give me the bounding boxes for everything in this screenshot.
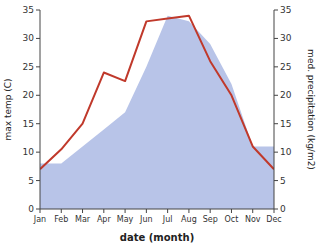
chart-svg: 0 5 10 15 20 25 30 35 0 5 10 15 20 25 30 35 Jan Feb Mar Apr… — [0, 0, 318, 247]
y-tick — [36, 38, 40, 39]
y-tick-label: 35 — [23, 5, 34, 15]
y2-tick-label: 5 — [280, 176, 286, 186]
y-tick — [36, 152, 40, 153]
x-tick — [210, 209, 211, 213]
x-tick — [125, 209, 126, 213]
y2-axis-label: med. precipitation (kg/m2) — [306, 49, 316, 170]
precip-area — [40, 16, 274, 209]
x-tick-label: Sep — [203, 215, 218, 224]
plot-area — [40, 16, 274, 209]
y2-tick — [274, 180, 278, 181]
x-tick-label: May — [117, 215, 134, 224]
y2-tick — [274, 152, 278, 153]
y-tick-label: 10 — [23, 147, 35, 157]
x-tick — [252, 209, 253, 213]
x-tick-label: Jan — [33, 215, 46, 224]
temp-line — [40, 16, 274, 170]
y2-tick — [274, 95, 278, 96]
y-tick-label: 20 — [23, 90, 35, 100]
chart-container: 0 5 10 15 20 25 30 35 0 5 10 15 20 25 30 35 Jan Feb Mar Apr… — [0, 0, 318, 247]
x-tick-label: Jun — [139, 215, 153, 224]
y2-tick — [274, 38, 278, 39]
x-axis-label: date (month) — [120, 232, 194, 243]
y2-tick — [274, 66, 278, 67]
y-axis-label: max temp (C) — [3, 78, 13, 140]
x-tick — [103, 209, 104, 213]
y2-tick-label: 35 — [280, 5, 291, 15]
x-tick — [188, 209, 189, 213]
x-tick-label: Nov — [245, 215, 261, 224]
x-tick — [274, 209, 275, 213]
x-tick-label: Apr — [97, 215, 112, 224]
x-tick-label: Feb — [54, 215, 68, 224]
y-tick — [36, 180, 40, 181]
y-axis-line — [40, 10, 41, 209]
x-tick — [61, 209, 62, 213]
x-tick-label: Jul — [162, 215, 173, 224]
x-tick-label: Dec — [266, 215, 281, 224]
y2-tick-label: 0 — [280, 204, 286, 214]
y2-tick — [274, 10, 278, 11]
x-tick-label: Aug — [181, 215, 197, 224]
x-tick — [40, 209, 41, 213]
y2-tick — [274, 123, 278, 124]
y-tick — [36, 66, 40, 67]
x-axis-line — [40, 209, 274, 210]
y-tick — [36, 95, 40, 96]
y-tick-label: 30 — [23, 33, 35, 43]
x-tick — [82, 209, 83, 213]
x-tick-label: Mar — [75, 215, 91, 224]
y2-tick-label: 20 — [280, 90, 292, 100]
x-tick-label: Oct — [225, 215, 239, 224]
y2-tick-label: 30 — [280, 33, 292, 43]
y2-tick-label: 25 — [280, 62, 291, 72]
y-tick-label: 15 — [23, 119, 34, 129]
y2-tick-label: 10 — [280, 147, 292, 157]
x-tick — [167, 209, 168, 213]
y2-tick — [274, 209, 278, 210]
y-tick — [36, 209, 40, 210]
x-tick — [146, 209, 147, 213]
y-tick — [36, 123, 40, 124]
y2-tick-label: 15 — [280, 119, 291, 129]
y-tick-label: 25 — [23, 62, 34, 72]
y-tick-label: 5 — [28, 176, 34, 186]
x-tick — [231, 209, 232, 213]
y-tick-label: 0 — [28, 204, 34, 214]
y-tick — [36, 10, 40, 11]
y2-axis-line — [274, 10, 275, 209]
